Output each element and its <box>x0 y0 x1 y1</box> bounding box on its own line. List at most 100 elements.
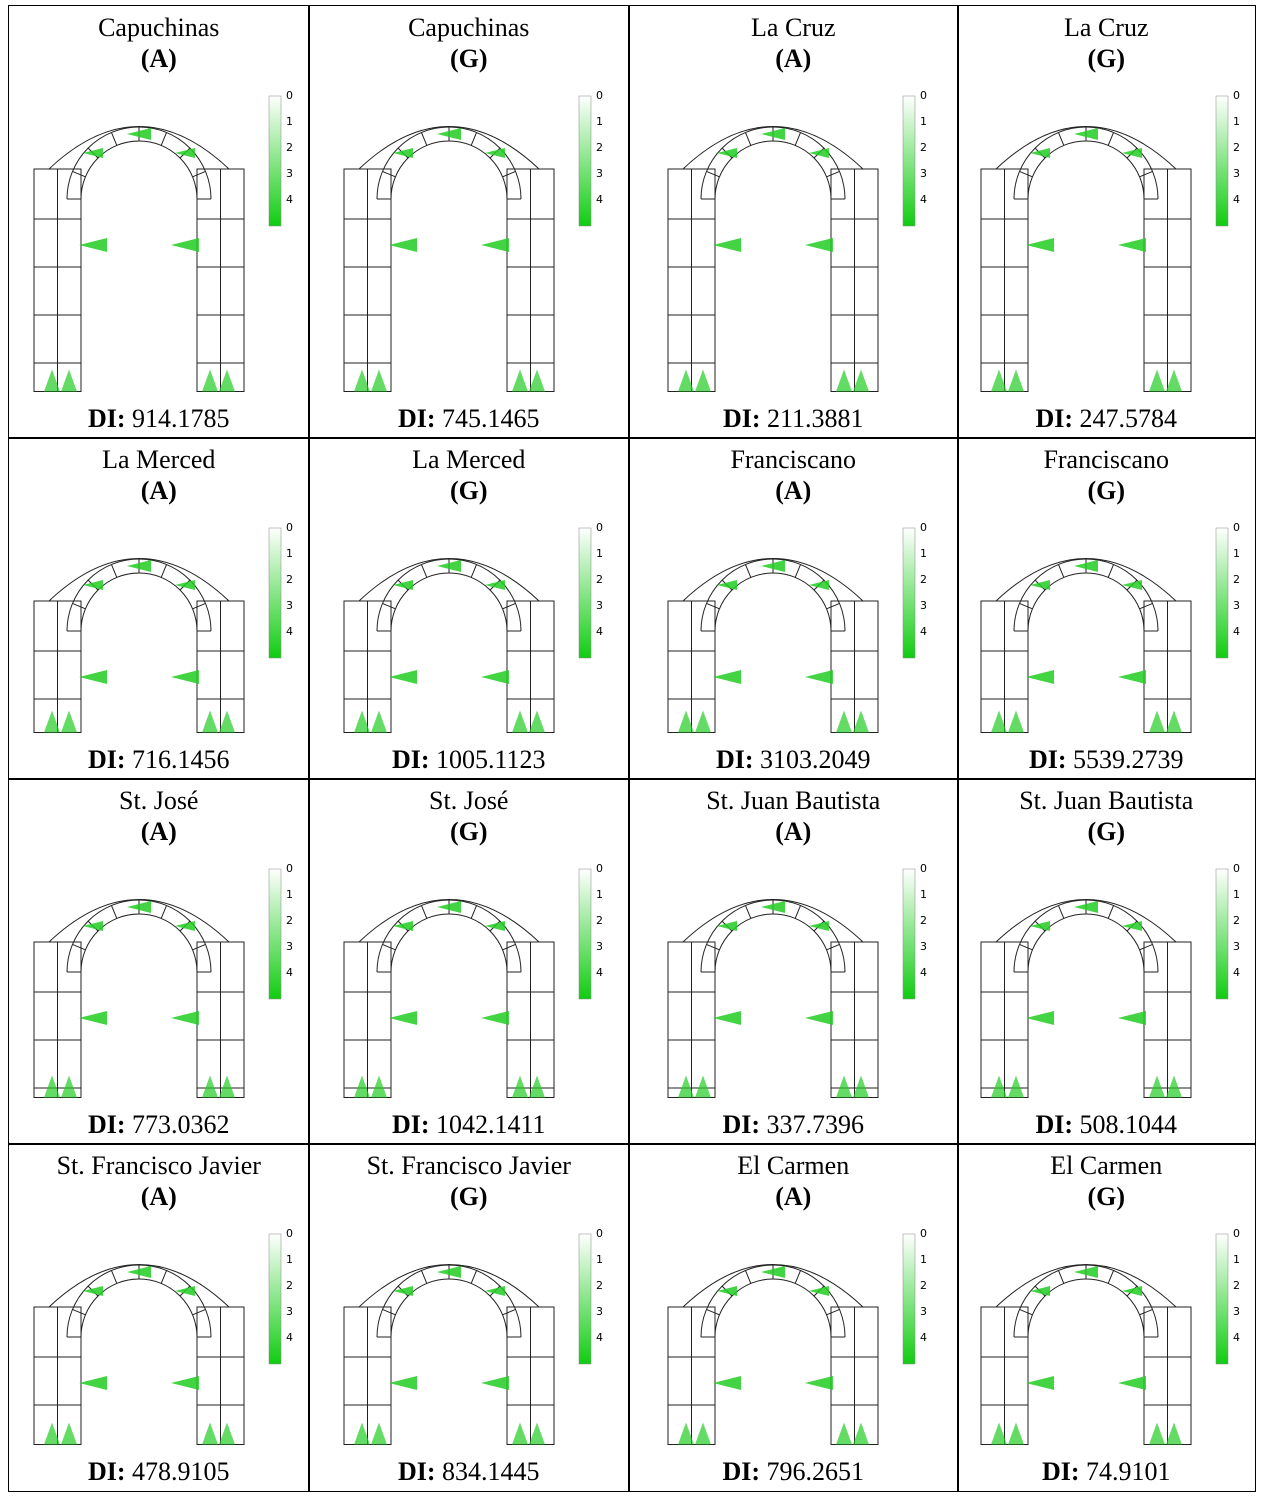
di-label: DI: <box>723 404 761 433</box>
damage-zone <box>1118 238 1146 252</box>
voussoir <box>502 944 515 949</box>
damage-zone <box>389 238 417 252</box>
legend-tick: 4 <box>286 966 293 979</box>
legend-bar <box>579 528 591 658</box>
legend-bar <box>903 96 915 226</box>
arch-diagram: 01234 <box>14 74 304 398</box>
voussoir <box>72 944 85 949</box>
voussoir <box>1140 944 1153 949</box>
cell-variant: (G) <box>1087 817 1125 847</box>
damage-zone <box>1008 1076 1024 1098</box>
damage-zone <box>481 1011 509 1025</box>
voussoir <box>827 171 840 176</box>
legend-tick: 3 <box>1233 167 1240 180</box>
damage-zone <box>836 711 852 733</box>
damage-zone <box>1149 711 1165 733</box>
voussoir <box>471 132 476 145</box>
voussoir <box>795 132 800 145</box>
legend-tick: 2 <box>596 141 603 154</box>
legend-tick: 1 <box>920 888 927 901</box>
legend-tick: 2 <box>286 573 293 586</box>
arch-diagram: 01234 <box>961 506 1251 739</box>
damage-zone <box>79 1376 107 1390</box>
voussoir <box>111 564 116 577</box>
voussoir <box>707 171 720 176</box>
legend-tick: 1 <box>920 115 927 128</box>
legend-tick: 0 <box>920 862 927 875</box>
damage-zone <box>1026 238 1054 252</box>
arch-diagram: 01234 <box>14 1212 304 1451</box>
damage-zone <box>1026 1376 1054 1390</box>
legend-tick: 2 <box>1233 914 1240 927</box>
damage-zone <box>371 1076 387 1098</box>
voussoir <box>382 171 395 176</box>
di-value: 247.5784 <box>1080 404 1178 433</box>
cell-variant: (G) <box>1087 44 1125 74</box>
legend-tick: 3 <box>286 599 293 612</box>
di-value: 211.3881 <box>767 404 864 433</box>
di-line: DI: 1005.1123 <box>309 745 629 775</box>
legend-bar <box>579 869 591 999</box>
di-label: DI: <box>88 1457 126 1486</box>
voussoir <box>502 171 515 176</box>
di-label: DI: <box>1029 745 1067 774</box>
voussoir <box>192 944 205 949</box>
damage-zone <box>481 1376 509 1390</box>
voussoir <box>1108 132 1113 145</box>
damage-zone <box>805 1011 833 1025</box>
cell-title: El Carmen <box>1050 1150 1162 1182</box>
cell-variant: (G) <box>1087 1182 1125 1212</box>
voussoir <box>382 603 395 608</box>
legend-tick: 4 <box>286 193 293 206</box>
voussoir <box>192 1309 205 1314</box>
damage-zone <box>529 1076 545 1098</box>
cell-variant: (A) <box>775 817 811 847</box>
damage-zone <box>512 711 528 733</box>
legend-tick: 3 <box>920 1305 927 1318</box>
legend: 01234 <box>269 1227 293 1364</box>
di-value: 1042.1411 <box>436 1110 546 1139</box>
cell-title: St. José <box>429 785 508 817</box>
voussoir <box>1020 171 1033 176</box>
arch-model <box>981 900 1191 1098</box>
legend-tick: 1 <box>1233 888 1240 901</box>
legend-tick: 0 <box>1233 521 1240 534</box>
arch-model <box>344 127 554 392</box>
damage-zone <box>61 1076 77 1098</box>
di-label: DI: <box>392 1110 430 1139</box>
legend-tick: 2 <box>920 1279 927 1292</box>
cell-title: El Carmen <box>737 1150 849 1182</box>
damage-zone <box>713 1011 741 1025</box>
legend-tick: 1 <box>1233 115 1240 128</box>
legend-tick: 0 <box>596 1227 603 1240</box>
legend-tick: 0 <box>920 521 927 534</box>
voussoir <box>1020 1309 1033 1314</box>
damage-zone <box>713 670 741 684</box>
damage-zone <box>1149 1076 1165 1098</box>
legend-tick: 3 <box>596 1305 603 1318</box>
cell-title: La Merced <box>102 444 215 476</box>
legend-tick: 1 <box>920 1253 927 1266</box>
voussoir <box>111 905 116 918</box>
figure-cell: St. Juan Bautista(G)01234DI: 508.1044 <box>957 778 1256 1145</box>
legend-bar <box>1216 96 1228 226</box>
damage-zones <box>44 560 235 733</box>
di-value: 914.1785 <box>132 404 230 433</box>
di-line: DI: 74.9101 <box>958 1457 1255 1487</box>
voussoir <box>502 603 515 608</box>
damage-zone <box>529 370 545 392</box>
voussoir <box>421 132 426 145</box>
cell-title: St. Francisco Javier <box>57 1150 261 1182</box>
damage-zones <box>991 1266 1182 1445</box>
damage-zones <box>354 1266 545 1445</box>
arch-model <box>981 1265 1191 1445</box>
di-label: DI: <box>398 1457 436 1486</box>
legend-bar <box>903 869 915 999</box>
damage-zone <box>79 238 107 252</box>
legend-tick: 1 <box>1233 1253 1240 1266</box>
arch-model <box>668 559 878 733</box>
damage-zone <box>695 1423 711 1445</box>
